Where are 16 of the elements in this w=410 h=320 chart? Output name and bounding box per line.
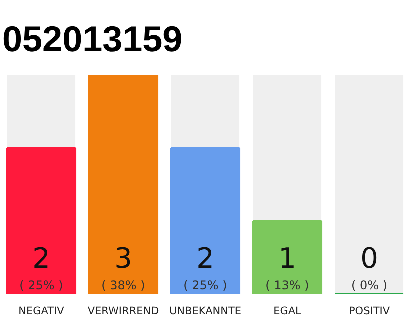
data-label: 2 (32, 242, 50, 275)
x-tick-label: VERWIRREND (88, 306, 160, 318)
annotation: ( 25% ) (20, 278, 64, 293)
data-label: 1 (278, 242, 296, 275)
x-tick-label: EGAL (274, 306, 302, 318)
annotation: ( 13% ) (266, 278, 310, 293)
chart-title: 052013159 (2, 18, 183, 60)
x-tick-label: POSITIV (348, 306, 391, 318)
data-label: 2 (196, 242, 214, 275)
x-tick-label: UNBEKANNTE (169, 306, 242, 318)
data-label: 0 (360, 242, 378, 275)
annotation: ( 38% ) (102, 278, 146, 293)
x-tick-label: NEGATIV (18, 306, 66, 318)
annotation: ( 0% ) (351, 278, 388, 293)
annotation: ( 25% ) (184, 278, 228, 293)
data-label: 3 (114, 242, 132, 275)
